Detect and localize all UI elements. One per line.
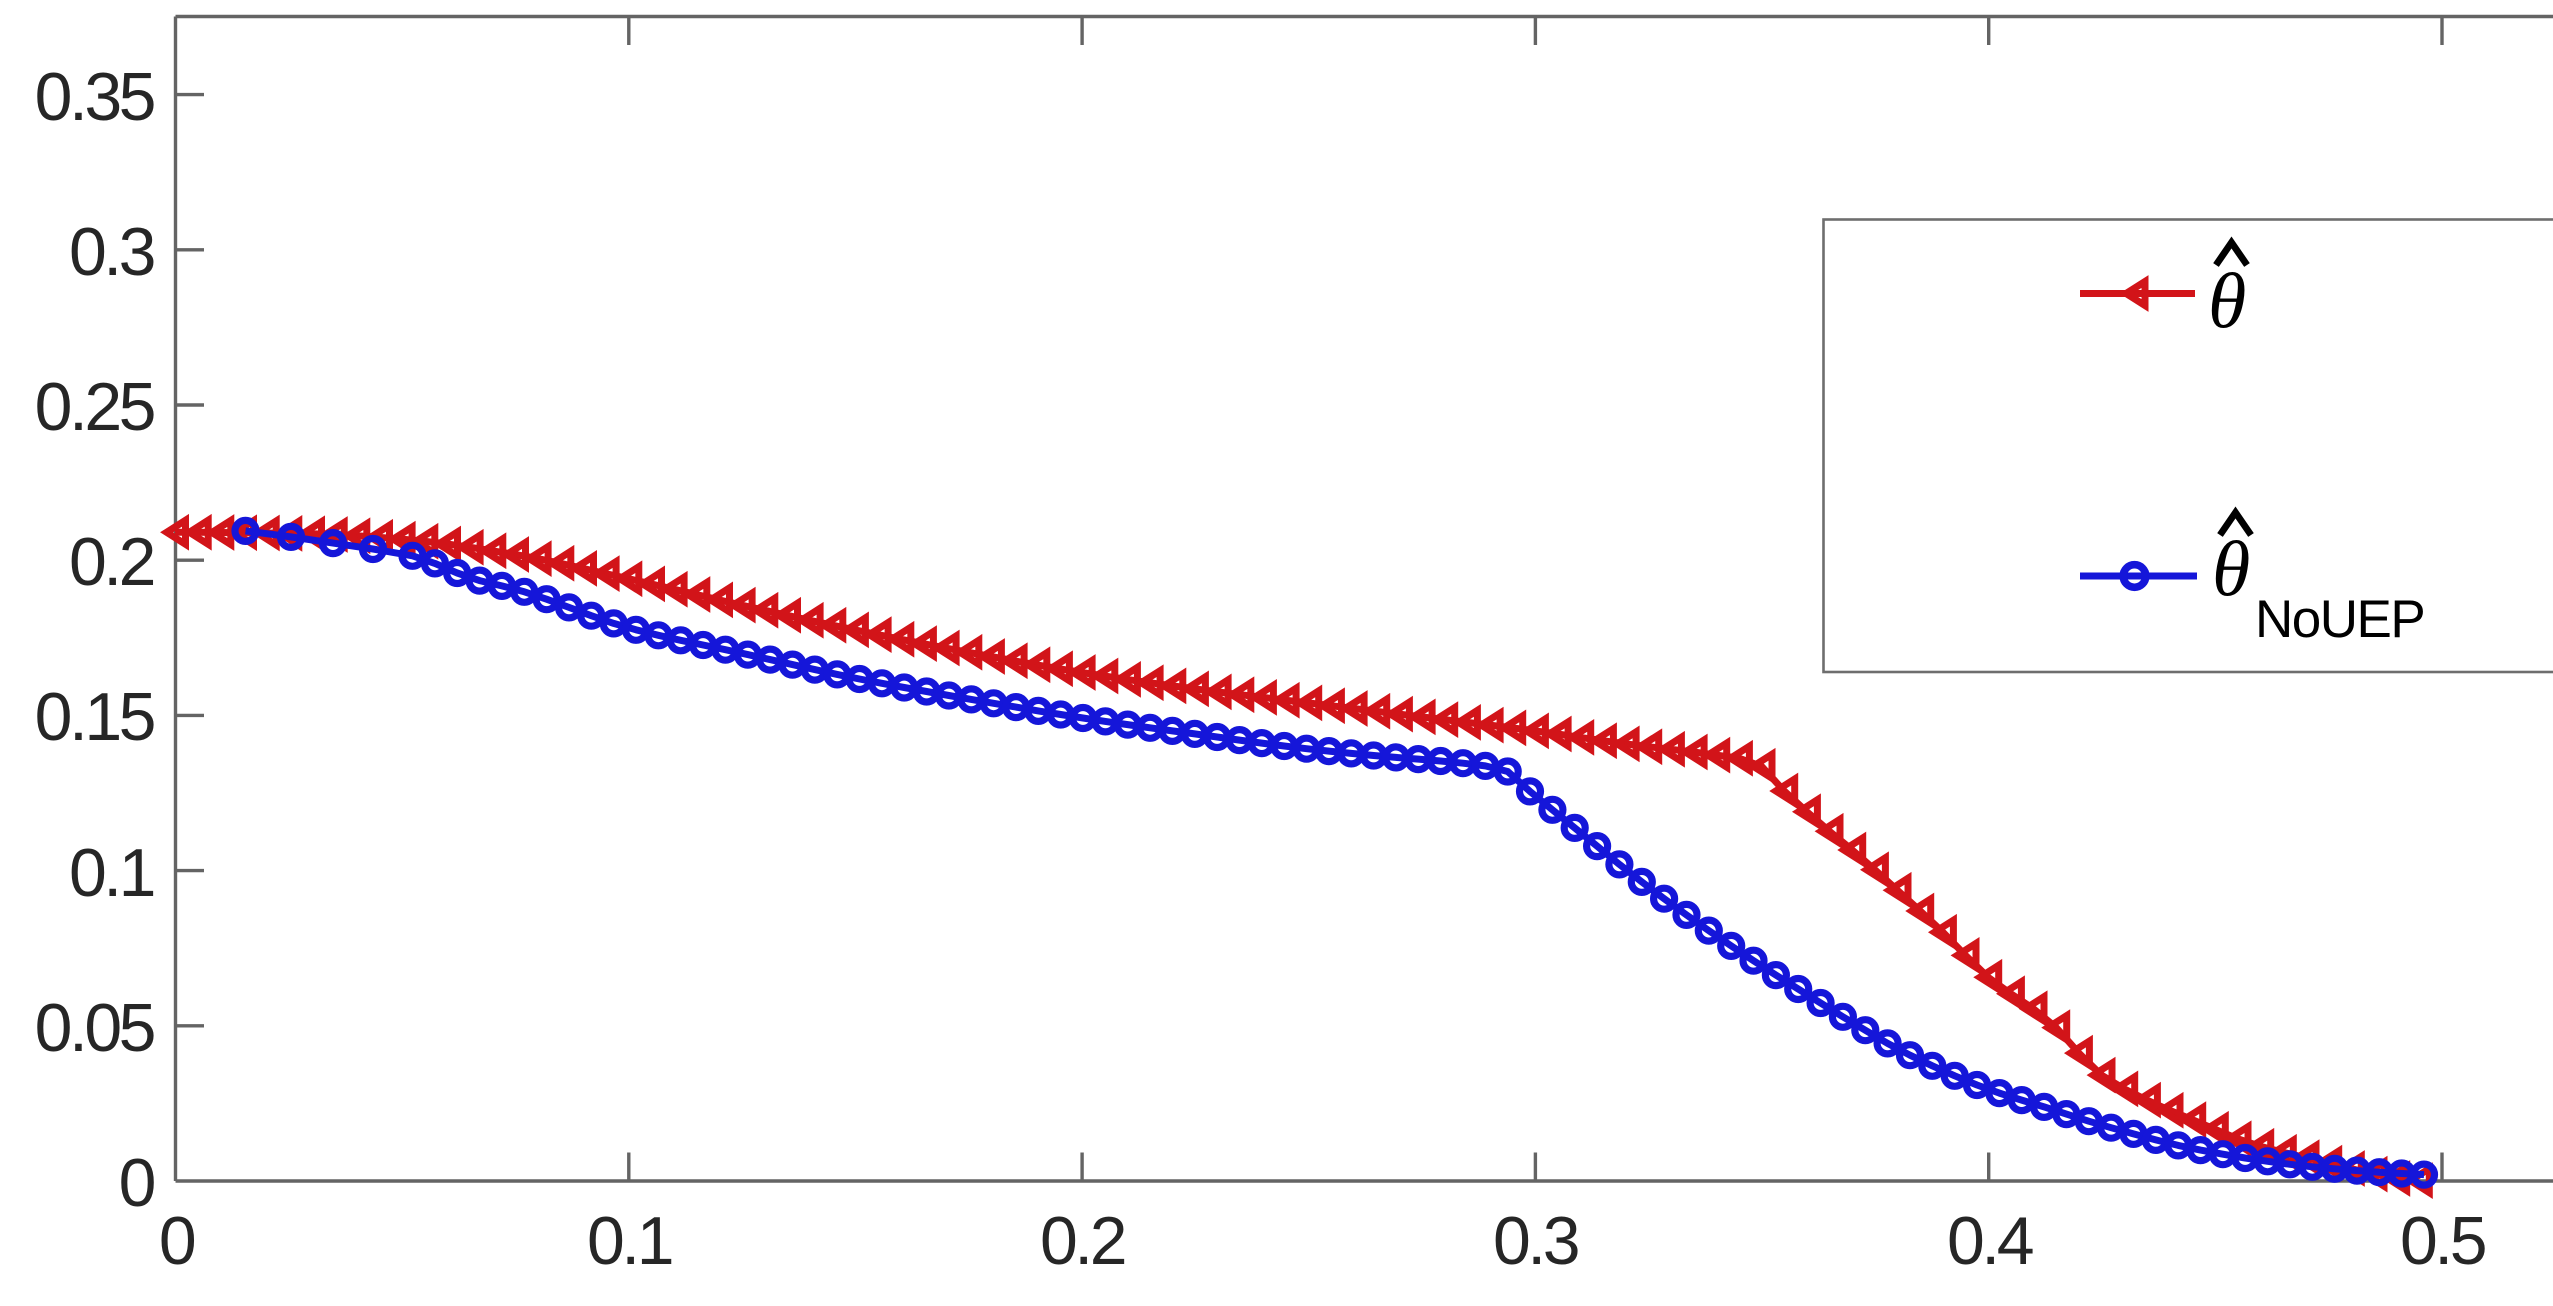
svg-text:θ: θ bbox=[2208, 257, 2246, 344]
svg-text:NoUEP: NoUEP bbox=[2255, 590, 2424, 649]
svg-text:0.25: 0.25 bbox=[35, 369, 154, 445]
svg-text:0.3: 0.3 bbox=[69, 214, 154, 290]
svg-text:0.05: 0.05 bbox=[35, 990, 154, 1066]
svg-text:0.5: 0.5 bbox=[2400, 1203, 2485, 1279]
svg-text:0.4: 0.4 bbox=[1947, 1203, 2033, 1279]
svg-text:0.2: 0.2 bbox=[69, 524, 154, 600]
svg-text:θ: θ bbox=[2212, 525, 2250, 612]
svg-text:0.2: 0.2 bbox=[1040, 1203, 1125, 1279]
svg-text:0: 0 bbox=[159, 1203, 195, 1279]
svg-text:0.35: 0.35 bbox=[35, 59, 154, 135]
svg-text:0.1: 0.1 bbox=[587, 1203, 672, 1279]
svg-text:0: 0 bbox=[119, 1145, 155, 1221]
svg-text:0.3: 0.3 bbox=[1493, 1203, 1578, 1279]
svg-text:0.1: 0.1 bbox=[69, 835, 154, 911]
svg-text:0.15: 0.15 bbox=[35, 679, 154, 755]
